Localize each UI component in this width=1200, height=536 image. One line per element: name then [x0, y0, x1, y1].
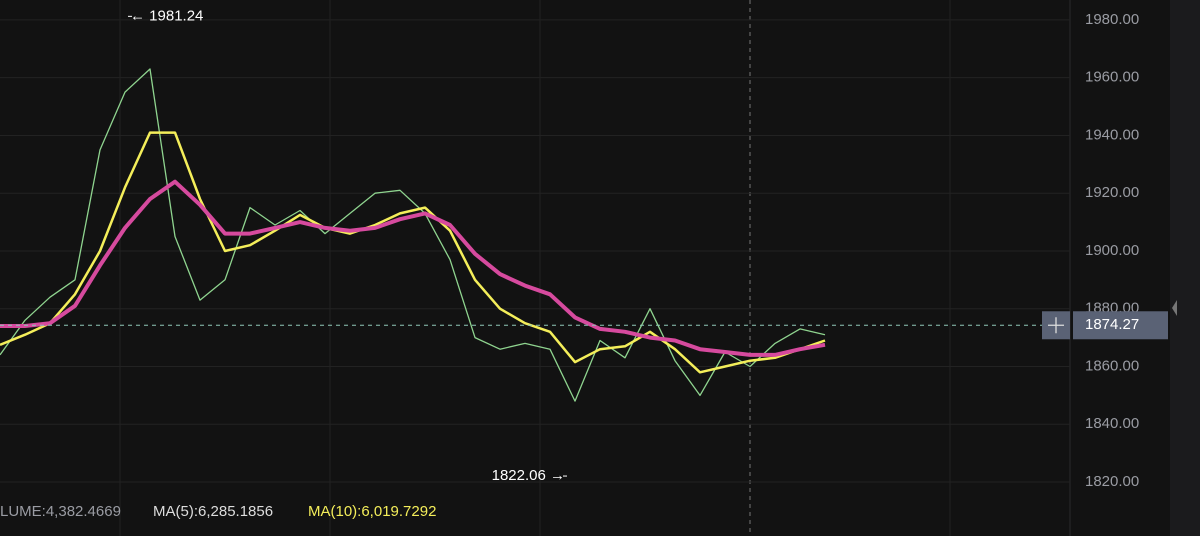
y-tick-label: 1820.00 [1085, 473, 1139, 490]
volume-legend: MA(10):6,019.7292 [308, 503, 436, 520]
low-label: 1822.06 → [492, 467, 565, 484]
y-tick-label: 1980.00 [1085, 11, 1139, 28]
volume-legend: LUME:4,382.4669 [0, 503, 121, 520]
y-tick-label: 1840.00 [1085, 415, 1139, 432]
price-line [0, 68, 826, 402]
y-tick-label: 1920.00 [1085, 184, 1139, 201]
volume-legend: MA(5):6,285.1856 [153, 503, 273, 520]
price-line [0, 179, 826, 357]
price-line [0, 131, 826, 374]
price-tag-label: 1874.27 [1085, 316, 1139, 333]
price-tag [1073, 311, 1168, 340]
y-tick-label: 1960.00 [1085, 69, 1139, 86]
high-label: ← 1981.24 [130, 7, 203, 24]
vertical-grid [119, 0, 951, 536]
panel-arrow [1172, 300, 1177, 316]
y-tick-label: 1900.00 [1085, 242, 1139, 259]
plus-icon [1048, 317, 1064, 334]
y-tick-label: 1940.00 [1085, 126, 1139, 143]
side-panel [1170, 0, 1200, 536]
y-tick-label: 1860.00 [1085, 357, 1139, 374]
